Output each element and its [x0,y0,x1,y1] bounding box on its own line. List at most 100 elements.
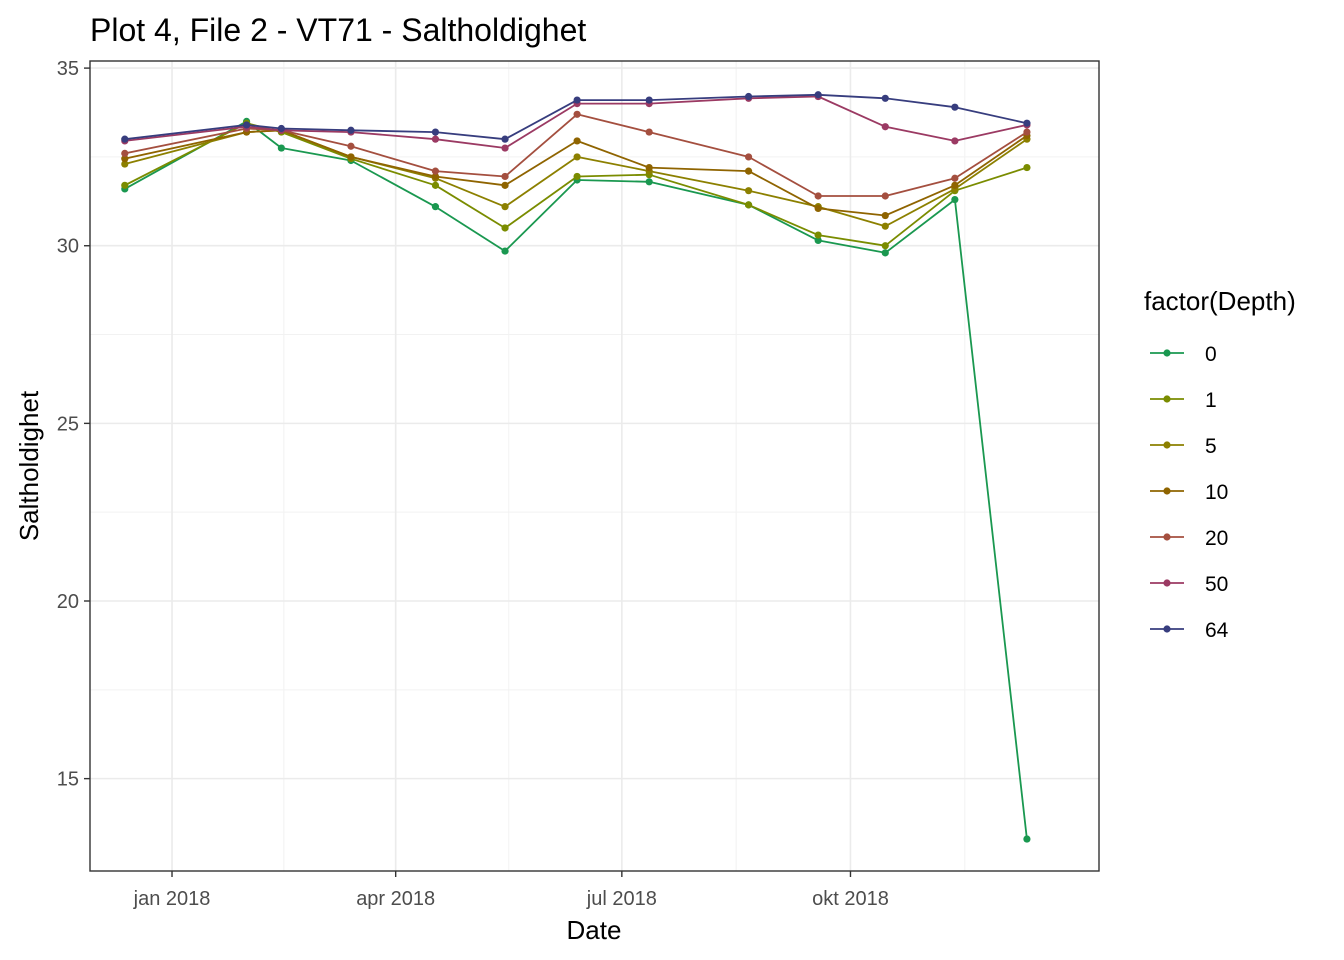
legend-key-point [1163,441,1171,449]
data-point [277,124,285,133]
data-point [121,181,129,189]
y-tick-label: 30 [57,236,79,258]
legend-key-point [1163,395,1171,403]
data-point [501,181,509,189]
data-point [881,123,889,131]
data-point [744,153,753,161]
legend-label: 0 [1205,343,1217,366]
data-point [347,153,355,161]
data-point [431,203,440,211]
data-point [347,126,355,134]
data-point [645,96,653,104]
x-tick-label: jul 2018 [586,888,657,910]
legend-key-point [1163,579,1171,587]
data-point [121,149,129,157]
legend: factor(Depth) 0 1 5 10 20 50 64 [1144,286,1296,642]
data-point [121,135,129,143]
data-point [1023,119,1031,127]
legend-key-point [1163,625,1171,633]
data-point [1023,835,1031,843]
x-tick-label: apr 2018 [356,888,435,910]
data-point [501,247,509,255]
legend-label: 50 [1205,573,1228,596]
y-tick-label: 35 [57,58,79,80]
data-point [431,128,440,136]
legend-key-point [1163,487,1171,495]
data-point [121,160,129,168]
data-point [277,144,285,152]
plot-border [89,60,1100,872]
data-point [501,203,509,211]
chart-title: Plot 4, File 2 - VT71 - Saltholdighet [90,12,586,48]
data-point [242,121,251,129]
x-axis-title: Date [567,915,622,945]
x-tick-label: jan 2018 [133,888,211,910]
data-point [951,181,959,189]
major-gridlines [90,61,1099,871]
data-point [501,135,509,143]
y-axis-title: Saltholdighet [14,390,44,541]
plot-panel [90,61,1099,871]
legend-item-5: 5 [1150,435,1217,458]
data-point [744,201,753,209]
y-tick-label: 20 [57,591,79,613]
data-point [814,91,822,99]
data-point [573,137,581,145]
x-axis: jan 2018 apr 2018 jul 2018 okt 2018 [133,871,889,910]
data-point [881,249,889,257]
data-point [881,94,889,102]
legend-key-point [1163,349,1171,357]
data-point [573,110,581,118]
data-point [1023,163,1031,172]
legend-label: 10 [1205,481,1228,504]
legend-item-10: 10 [1150,481,1228,504]
data-point [814,192,822,200]
data-point [573,153,581,161]
legend-label: 1 [1205,389,1217,412]
data-point [431,172,440,181]
data-point [951,195,959,204]
legend-item-1: 1 [1150,389,1217,412]
x-tick-label: okt 2018 [812,888,889,910]
legend-item-50: 50 [1150,573,1228,596]
data-point [573,172,581,181]
data-point [501,224,509,232]
data-point [121,155,129,163]
series-64 [121,91,1031,143]
data-point [744,92,753,101]
data-point [645,178,653,186]
data-point [881,211,889,220]
data-point [347,142,355,150]
data-point [573,96,581,104]
data-point [501,172,509,181]
data-point [814,204,822,213]
data-point [881,192,889,200]
legend-item-0: 0 [1150,343,1217,366]
legend-label: 5 [1205,435,1217,458]
data-point [881,242,889,250]
minor-gridlines [90,61,1099,871]
data-point [814,231,822,239]
data-point [645,128,653,136]
data-point [431,167,440,175]
data-point [744,167,753,175]
data-point [1023,128,1031,136]
y-axis: 15 20 25 30 35 [57,58,90,791]
y-tick-label: 15 [57,769,79,791]
data-point [951,174,959,182]
data-point [645,163,653,172]
legend-title: factor(Depth) [1144,286,1296,316]
data-point [814,236,822,245]
y-tick-label: 25 [57,413,79,435]
legend-label: 20 [1205,527,1228,550]
data-point [431,135,440,143]
data-point [951,103,959,111]
data-point [431,181,440,189]
legend-key-point [1163,533,1171,541]
data-point [951,137,959,145]
data-point [744,187,753,195]
legend-item-64: 64 [1150,619,1229,642]
legend-item-20: 20 [1150,527,1228,550]
legend-label: 64 [1205,619,1229,642]
